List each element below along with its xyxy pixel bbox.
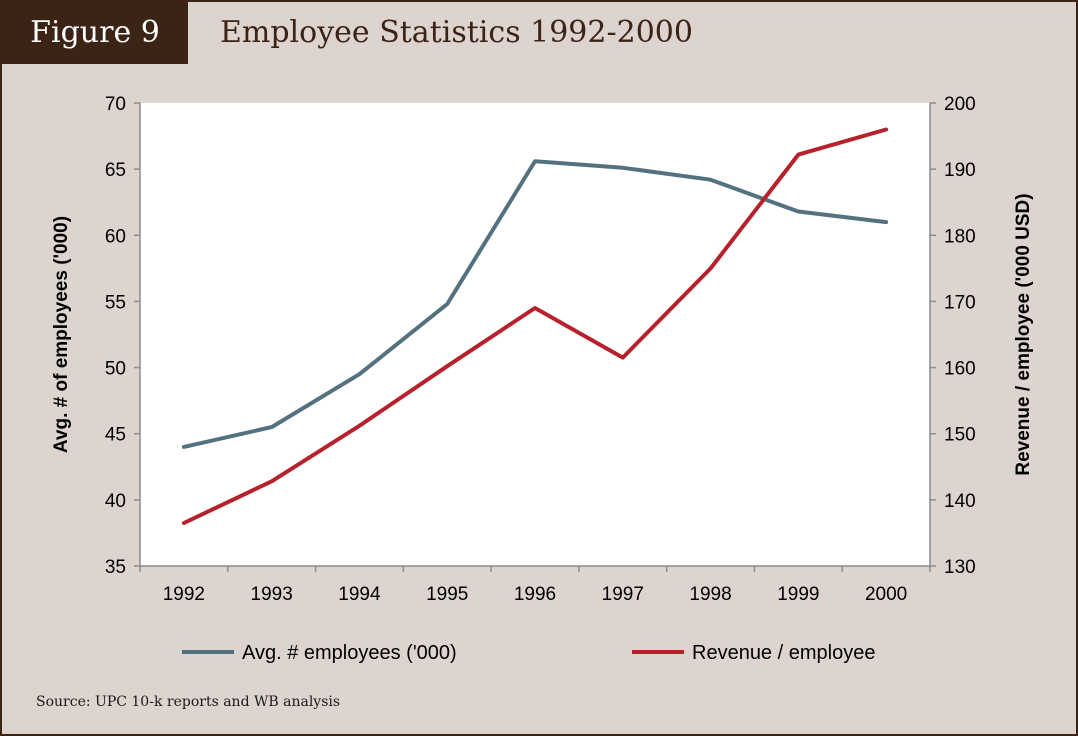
right-tick-label: 150 bbox=[944, 425, 976, 446]
legend: Avg. # employees ('000) Revenue / employe… bbox=[182, 642, 875, 664]
x-tick-label: 1995 bbox=[426, 584, 468, 605]
left-tick-label: 50 bbox=[105, 359, 126, 380]
left-tick-label: 40 bbox=[105, 491, 126, 512]
x-tick-label: 1997 bbox=[602, 584, 644, 605]
right-tick-label: 130 bbox=[944, 557, 976, 578]
right-axis-title: Revenue / employee ('000 USD) bbox=[1013, 193, 1034, 475]
right-tick-label: 190 bbox=[944, 160, 976, 181]
left-tick-label: 65 bbox=[105, 160, 126, 181]
right-tick-label: 140 bbox=[944, 491, 976, 512]
x-tick-label: 1994 bbox=[338, 584, 381, 605]
source-note: Source: UPC 10-k reports and WB analysis bbox=[36, 694, 341, 710]
x-tick-label: 1996 bbox=[514, 584, 556, 605]
x-tick-label: 1992 bbox=[163, 584, 205, 605]
right-tick-label: 180 bbox=[944, 226, 976, 247]
left-tick-label: 60 bbox=[105, 226, 126, 247]
x-tick-label: 1993 bbox=[251, 584, 293, 605]
right-tick-label: 170 bbox=[944, 292, 976, 313]
series-lines bbox=[181, 127, 889, 525]
legend-label: Revenue / employee bbox=[692, 642, 875, 664]
figure-title: Employee Statistics 1992-2000 bbox=[220, 15, 693, 50]
left-tick-label: 70 bbox=[105, 94, 126, 115]
plot-area bbox=[140, 103, 930, 566]
x-tick-label: 2000 bbox=[865, 584, 907, 605]
right-tick-label: 200 bbox=[944, 94, 976, 115]
right-tick-label: 160 bbox=[944, 359, 976, 380]
legend-label: Avg. # employees ('000) bbox=[242, 642, 457, 664]
left-tick-label: 45 bbox=[105, 425, 126, 446]
x-tick-label: 1998 bbox=[689, 584, 731, 605]
left-tick-label: 35 bbox=[105, 557, 126, 578]
left-axis-title: Avg. # of employees ('000) bbox=[51, 216, 72, 453]
axes: 35 40 45 50 55 60 65 70 130 140 150 160 170 180 190 200… bbox=[51, 94, 1034, 605]
figure-label: Figure 9 bbox=[2, 2, 188, 64]
left-tick-label: 55 bbox=[105, 292, 126, 313]
x-tick-label: 1999 bbox=[777, 584, 819, 605]
